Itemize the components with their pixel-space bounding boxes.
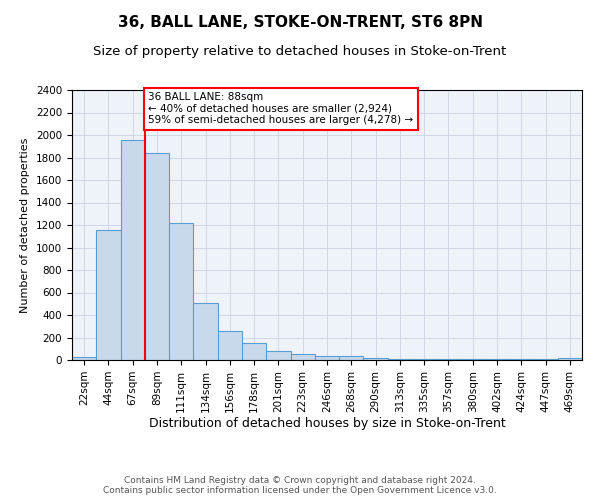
Bar — [218, 331, 242, 360]
Text: Contains HM Land Registry data © Crown copyright and database right 2024.
Contai: Contains HM Land Registry data © Crown c… — [103, 476, 497, 495]
Y-axis label: Number of detached properties: Number of detached properties — [20, 138, 31, 312]
Bar — [315, 356, 339, 360]
Bar — [364, 358, 388, 360]
Bar — [436, 359, 461, 360]
Text: Size of property relative to detached houses in Stoke-on-Trent: Size of property relative to detached ho… — [94, 45, 506, 58]
Bar — [121, 140, 145, 360]
Bar — [242, 342, 266, 360]
Text: 36 BALL LANE: 88sqm
← 40% of detached houses are smaller (2,924)
59% of semi-det: 36 BALL LANE: 88sqm ← 40% of detached ho… — [149, 92, 413, 126]
Bar — [461, 359, 485, 360]
Bar — [72, 357, 96, 360]
Bar — [290, 354, 315, 360]
Bar — [169, 223, 193, 360]
Bar — [193, 302, 218, 360]
Bar — [145, 153, 169, 360]
Bar — [412, 359, 436, 360]
Bar — [558, 358, 582, 360]
Bar — [339, 356, 364, 360]
Bar — [266, 351, 290, 360]
X-axis label: Distribution of detached houses by size in Stoke-on-Trent: Distribution of detached houses by size … — [149, 418, 505, 430]
Bar — [388, 359, 412, 360]
Bar — [96, 230, 121, 360]
Text: 36, BALL LANE, STOKE-ON-TRENT, ST6 8PN: 36, BALL LANE, STOKE-ON-TRENT, ST6 8PN — [118, 15, 482, 30]
